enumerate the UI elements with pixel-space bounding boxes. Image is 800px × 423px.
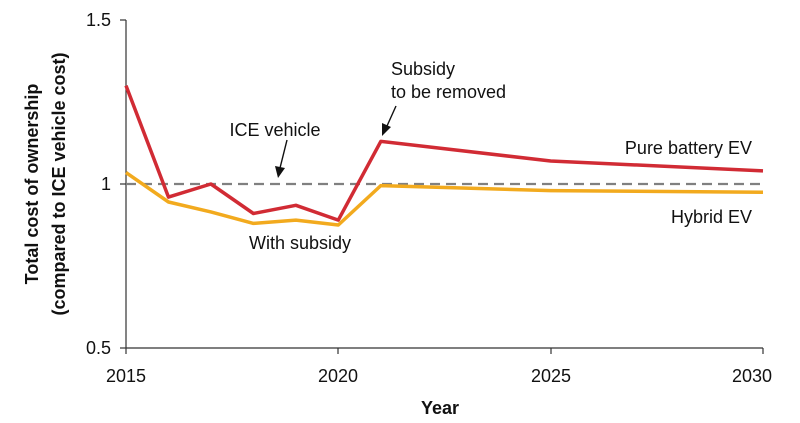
annotation-subsidy-line2: to be removed xyxy=(391,82,506,102)
x-tick-label: 2025 xyxy=(531,366,571,386)
label-hybrid-ev: Hybrid EV xyxy=(671,207,752,227)
x-axis-title: Year xyxy=(421,398,459,418)
series-line-hybrid-ev xyxy=(125,171,764,227)
y-tick-label: 1 xyxy=(101,174,111,194)
annotation-with-subsidy: With subsidy xyxy=(249,233,351,253)
arrow-subsidy-removed xyxy=(382,105,397,136)
y-axis-title-line2: (compared to ICE vehicle cost) xyxy=(49,52,69,315)
y-axis-title-line1: Total cost of ownership xyxy=(22,84,42,285)
annotation-subsidy-line1: Subsidy xyxy=(391,59,455,79)
x-tick-label: 2015 xyxy=(106,366,146,386)
annotation-ice-vehicle: ICE vehicle xyxy=(229,120,320,140)
arrow-ice-vehicle xyxy=(275,139,288,178)
x-tick-label: 2030 xyxy=(732,366,772,386)
y-tick-label: 0.5 xyxy=(86,338,111,358)
y-tick-label: 1.5 xyxy=(86,10,111,30)
label-pure-battery-ev: Pure battery EV xyxy=(625,138,752,158)
series-line-pure-battery-ev xyxy=(124,84,764,222)
x-tick-label: 2020 xyxy=(318,366,358,386)
